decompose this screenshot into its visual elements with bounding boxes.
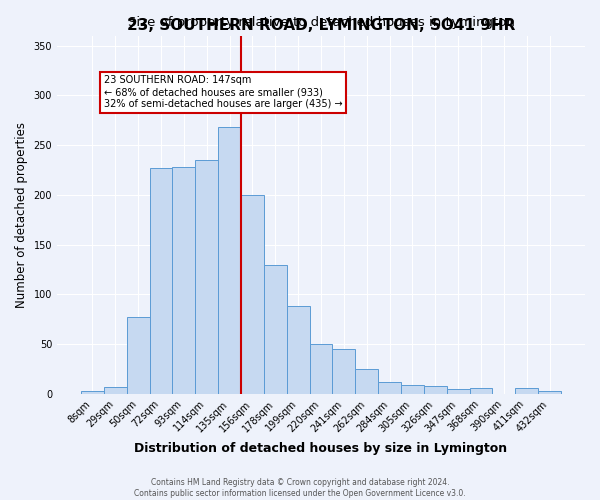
Bar [264, 264, 287, 394]
Bar [127, 318, 149, 394]
Bar [470, 388, 493, 394]
Text: 23 SOUTHERN ROAD: 147sqm
← 68% of detached houses are smaller (933)
32% of semi-: 23 SOUTHERN ROAD: 147sqm ← 68% of detach… [104, 76, 343, 108]
Bar [378, 382, 401, 394]
Y-axis label: Number of detached properties: Number of detached properties [15, 122, 28, 308]
Bar [241, 195, 264, 394]
Bar [149, 168, 172, 394]
Bar [515, 388, 538, 394]
Bar [447, 389, 470, 394]
Bar [310, 344, 332, 394]
Bar [81, 391, 104, 394]
Bar [218, 127, 241, 394]
Bar [332, 349, 355, 394]
Bar [196, 160, 218, 394]
Bar [104, 387, 127, 394]
Text: Contains HM Land Registry data © Crown copyright and database right 2024.
Contai: Contains HM Land Registry data © Crown c… [134, 478, 466, 498]
X-axis label: Distribution of detached houses by size in Lymington: Distribution of detached houses by size … [134, 442, 508, 455]
Bar [172, 167, 196, 394]
Bar [424, 386, 447, 394]
Title: 23, SOUTHERN ROAD, LYMINGTON, SO41 9HR: 23, SOUTHERN ROAD, LYMINGTON, SO41 9HR [127, 18, 515, 33]
Bar [538, 391, 561, 394]
Bar [355, 369, 378, 394]
Text: Size of property relative to detached houses in Lymington: Size of property relative to detached ho… [128, 16, 514, 28]
Bar [401, 385, 424, 394]
Bar [287, 306, 310, 394]
